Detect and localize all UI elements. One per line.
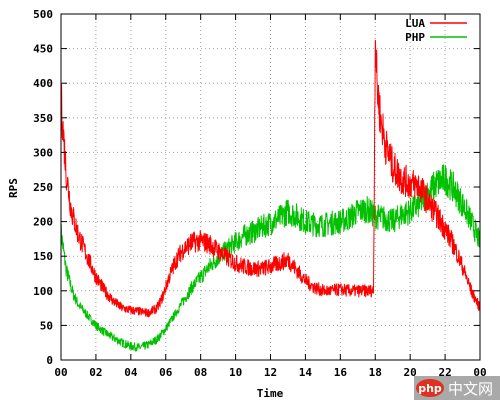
y-tick-label: 500	[33, 8, 53, 21]
x-tick-label: 14	[299, 366, 313, 379]
y-tick-label: 450	[33, 43, 53, 56]
x-tick-label: 00	[473, 366, 486, 379]
x-tick-label: 22	[438, 366, 451, 379]
watermark-badge-text: php	[418, 382, 442, 395]
y-tick-label: 0	[46, 354, 53, 367]
x-tick-label: 20	[404, 366, 417, 379]
legend: LUA PHP	[405, 17, 467, 44]
axis-ticks	[60, 13, 481, 361]
y-tick-label: 100	[33, 285, 53, 298]
watermark-php-badge	[416, 379, 444, 397]
legend-label-php: PHP	[405, 31, 425, 44]
series-line-php	[60, 164, 481, 352]
x-tick-label: 10	[229, 366, 242, 379]
legend-label-lua: LUA	[405, 17, 425, 30]
y-tick-label: 50	[40, 319, 53, 332]
x-tick-label: 06	[159, 366, 173, 379]
series-layer	[60, 39, 481, 352]
watermark-text: 中文网	[448, 380, 493, 398]
x-tick-label: 00	[54, 366, 67, 379]
y-tick-label: 400	[33, 77, 53, 90]
y-tick-label: 350	[33, 112, 53, 125]
y-tick-label: 150	[33, 250, 53, 263]
x-tick-label: 08	[194, 366, 207, 379]
tick-labels: 0 50 100 150 200 250 300 350 400 450 500 00 02 04 06 08…	[33, 8, 487, 379]
x-tick-label: 16	[334, 366, 348, 379]
y-tick-label: 250	[33, 181, 53, 194]
x-axis-title: Time	[257, 387, 284, 400]
x-tick-label: 02	[89, 366, 102, 379]
watermark-logo: php 中文网	[414, 376, 500, 400]
y-axis-title: RPS	[7, 178, 20, 198]
x-tick-label: 12	[264, 366, 277, 379]
series-line-lua	[60, 39, 481, 318]
x-tick-label: 18	[369, 366, 382, 379]
y-tick-label: 300	[33, 146, 53, 159]
y-tick-label: 200	[33, 216, 53, 229]
x-tick-label: 04	[124, 366, 138, 379]
